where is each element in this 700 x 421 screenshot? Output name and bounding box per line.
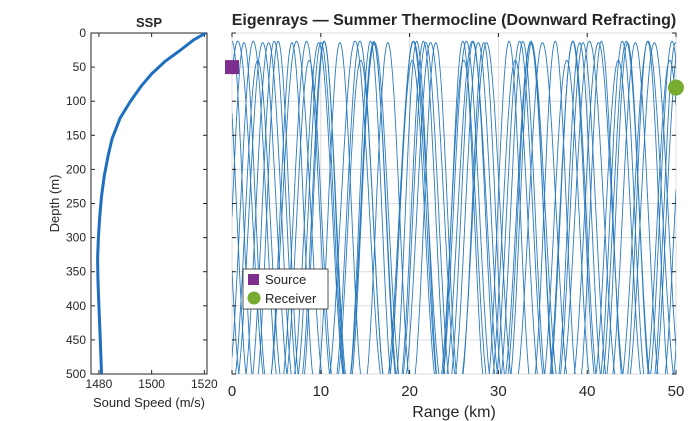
legend-receiver-label: Receiver <box>265 291 317 306</box>
ssp-x-tick-label: 1520 <box>191 377 218 391</box>
ssp-y-tick-label: 200 <box>66 162 86 176</box>
ssp-y-tick-label: 350 <box>66 265 86 279</box>
eigenray-x-tick-label: 20 <box>401 383 418 400</box>
eigenray-panel: 0 10 20 30 40 50 Eigenrays — Summer Thermocli… <box>225 12 684 421</box>
receiver-marker <box>668 79 684 96</box>
ssp-x-axis-label: Sound Speed (m/s) <box>93 395 205 410</box>
ssp-y-tick-label: 0 <box>79 26 86 40</box>
eigenray-title: Eigenrays — Summer Thermocline (Downward… <box>232 12 677 29</box>
eigenray-path <box>238 41 676 374</box>
ssp-y-tick-label: 250 <box>66 197 86 211</box>
eigenray-path <box>232 40 676 374</box>
ssp-y-tick-label: 450 <box>66 333 86 347</box>
legend-source-label: Source <box>265 272 306 287</box>
eigenray-x-tick-label: 0 <box>228 383 236 400</box>
eigenray-path <box>232 41 676 374</box>
eigenray-x-tick-label: 50 <box>668 383 685 400</box>
ssp-y-tick-label: 100 <box>66 94 86 108</box>
ssp-y-tick-label: 300 <box>66 231 86 245</box>
ssp-x-tick-label: 1480 <box>86 377 113 391</box>
legend: Source Receiver <box>242 268 329 310</box>
eigenray-x-tick-label: 40 <box>579 383 596 400</box>
eigenray-rays <box>232 40 676 374</box>
ssp-title: SSP <box>136 15 162 30</box>
ssp-line <box>96 31 207 375</box>
eigenray-path <box>232 40 676 374</box>
legend-source-marker <box>248 274 259 285</box>
eigenray-path <box>235 59 676 374</box>
ssp-x-tick-label: 1500 <box>138 377 165 391</box>
ssp-y-tick-label: 150 <box>66 128 86 142</box>
ssp-y-tick-label: 400 <box>66 299 86 313</box>
eigenray-ticks: 0 10 20 30 40 50 <box>228 32 685 400</box>
eigenray-x-tick-label: 30 <box>490 383 507 400</box>
ssp-panel: SSP Sound Speed (m/s) Depth (m) 0 50 100 15… <box>47 15 218 410</box>
ssp-curve <box>96 31 207 375</box>
source-marker <box>225 60 239 75</box>
eigenray-path <box>232 40 674 374</box>
eigenray-x-tick-label: 10 <box>312 383 329 400</box>
source-receiver-markers <box>225 60 684 96</box>
ssp-y-tick-label: 50 <box>73 60 87 74</box>
legend-receiver-marker <box>247 291 261 305</box>
ssp-y-axis-label: Depth (m) <box>47 175 62 233</box>
eigenray-x-axis-label: Range (km) <box>412 404 496 421</box>
ssp-axes-box <box>90 32 208 375</box>
ssp-y-tick-label: 500 <box>66 367 86 381</box>
